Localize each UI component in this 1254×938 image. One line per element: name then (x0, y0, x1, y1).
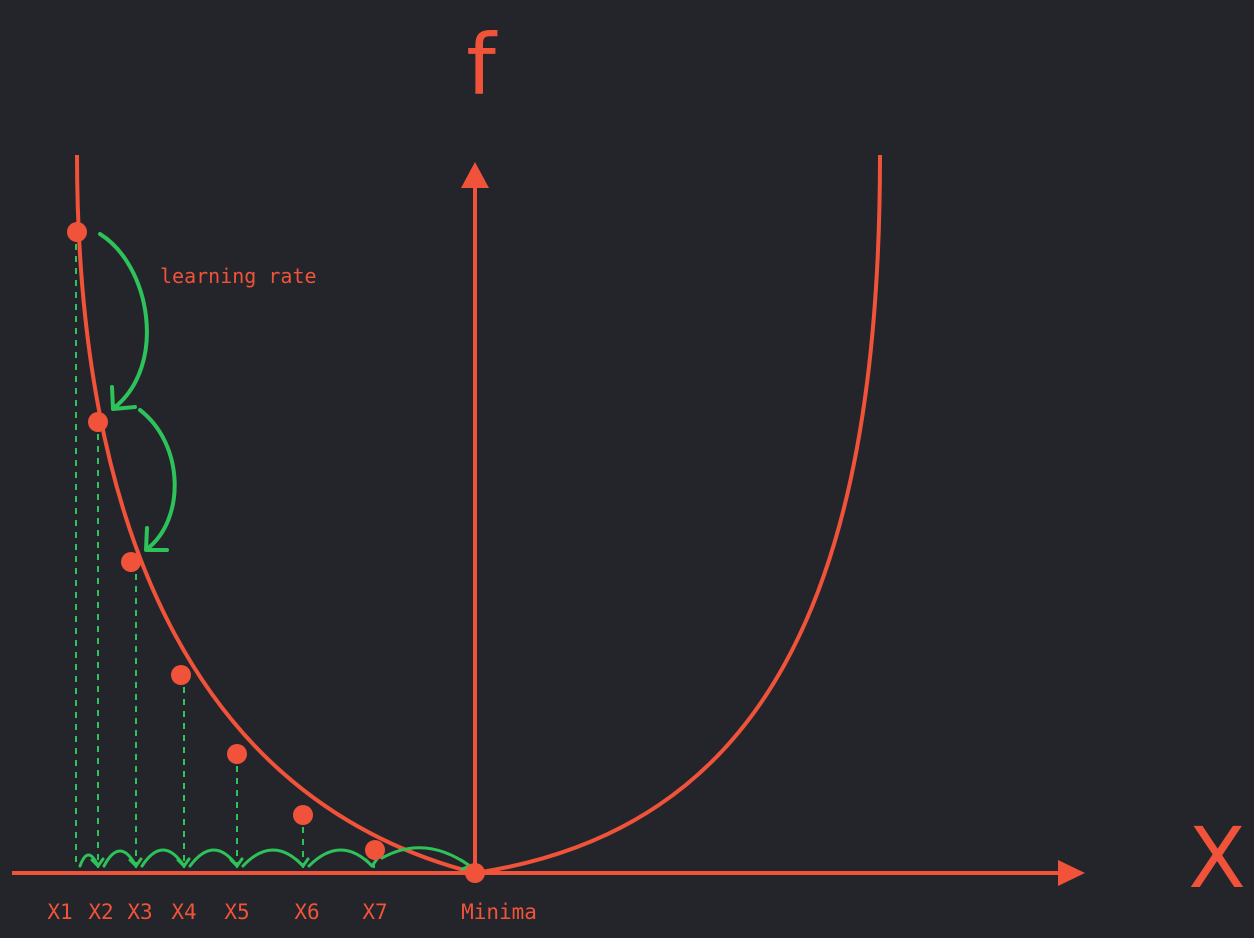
hop-arrow (102, 849, 138, 868)
step-label-x7: X7 (362, 900, 387, 924)
learning-rate-arrow (98, 232, 149, 410)
learning-rate-arrow (138, 408, 177, 551)
step-label-x3: X3 (127, 900, 152, 924)
minima-label: Minima (461, 900, 537, 924)
hop-arrow (241, 848, 305, 868)
hop-arrow-head (176, 857, 191, 868)
hop-arrow-head (364, 857, 379, 868)
learning-rate-arrows (98, 232, 177, 552)
hop-arrow (307, 848, 374, 868)
step-point (365, 840, 385, 860)
learning-rate-label: learning rate (160, 264, 317, 288)
y-axis-arrowhead (461, 162, 489, 188)
hop-arrow-head (90, 857, 105, 868)
step-label-x6: X6 (294, 900, 319, 924)
step-label-x1: X1 (47, 900, 72, 924)
step-point (121, 552, 141, 572)
hop-arrow-head (229, 857, 244, 868)
step-point (67, 222, 87, 242)
hop-arrow (188, 848, 239, 868)
x-axis-title: X (1188, 809, 1246, 907)
step-label-x2: X2 (88, 900, 113, 924)
projection-lines (75, 232, 375, 868)
step-label-x4: X4 (171, 900, 196, 924)
hop-arrow-head (128, 857, 143, 868)
step-point (171, 665, 191, 685)
step-point (227, 744, 247, 764)
learning-rate-arrow-head (144, 526, 169, 552)
hop-arrow-head (295, 857, 310, 868)
step-point (88, 412, 108, 432)
learning-rate-arrow-head (110, 385, 137, 411)
step-points (67, 222, 485, 883)
minima-point (465, 863, 485, 883)
x-axis-arrowhead (1058, 860, 1085, 886)
hop-arrow (140, 848, 186, 868)
step-point (293, 805, 313, 825)
cost-curve (75, 154, 882, 876)
step-label-x5: X5 (224, 900, 249, 924)
step-labels: X1 X2 X3 X4 X5 X6 X7 Minima (47, 900, 537, 924)
y-axis-title: f (466, 16, 498, 114)
